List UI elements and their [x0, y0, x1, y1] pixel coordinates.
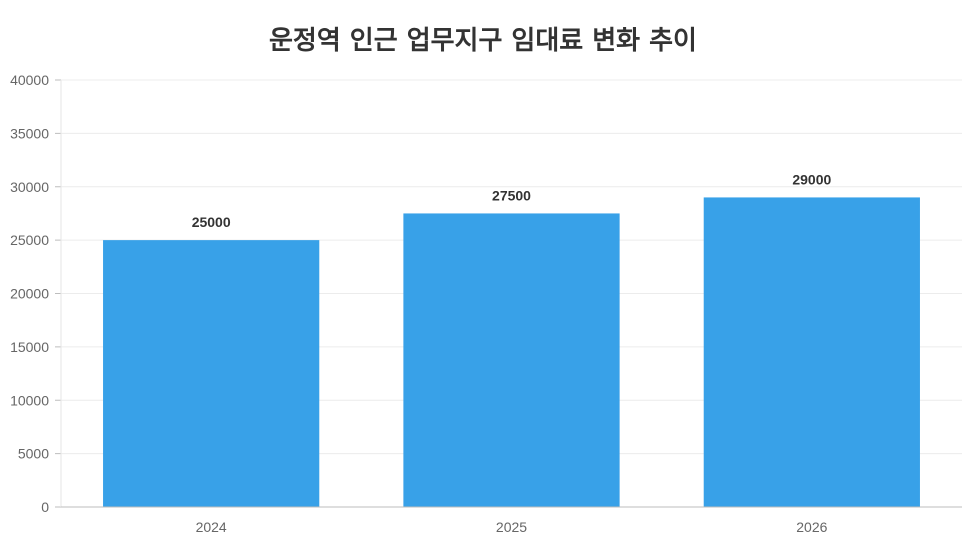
bar — [403, 213, 620, 507]
y-tick-label: 5000 — [18, 446, 49, 462]
y-tick-label: 10000 — [10, 392, 49, 408]
y-tick-label: 20000 — [10, 286, 49, 302]
y-tick-label: 40000 — [10, 72, 49, 88]
y-tick-label: 15000 — [10, 339, 49, 355]
bar — [103, 240, 320, 507]
y-tick-label: 25000 — [10, 232, 49, 248]
y-tick-label: 35000 — [10, 125, 49, 141]
bars — [103, 197, 920, 508]
y-tick-label: 0 — [41, 499, 49, 515]
chart-title: 운정역 인근 업무지구 임대료 변화 추이 — [269, 26, 697, 56]
x-tick-label: 2024 — [196, 519, 227, 535]
bar — [703, 197, 920, 508]
data-label: 25000 — [192, 214, 231, 230]
data-label: 29000 — [792, 171, 831, 187]
y-tick-label: 30000 — [10, 179, 49, 195]
labels: 0 5000 10000 15000 20000 25000 30000 35000 40000… — [10, 72, 831, 535]
x-tick-label: 2026 — [796, 519, 827, 535]
data-label: 27500 — [492, 187, 531, 203]
x-tick-label: 2025 — [496, 519, 527, 535]
axes — [55, 79, 962, 508]
